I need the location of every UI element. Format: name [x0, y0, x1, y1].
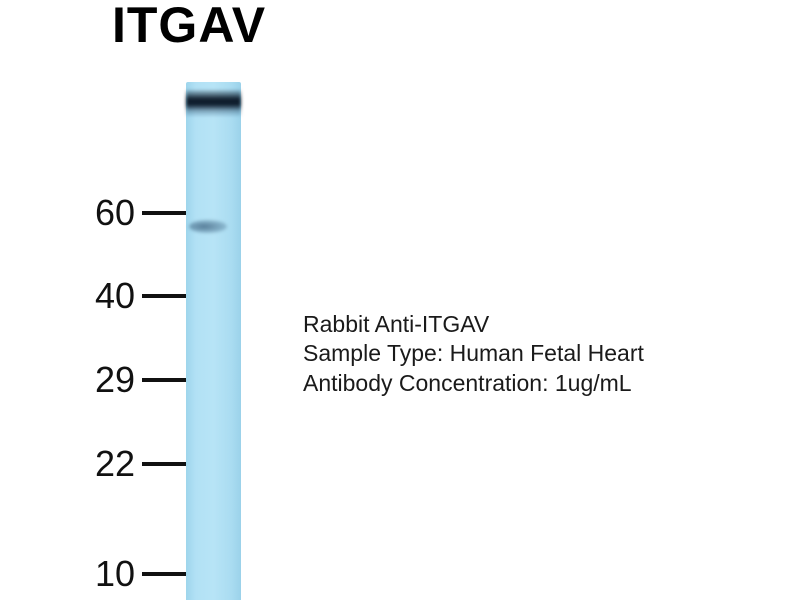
- annotation-block: Rabbit Anti-ITGAV Sample Type: Human Fet…: [303, 310, 727, 398]
- mw-marker-row: 60: [70, 191, 186, 235]
- mw-marker-tick: [142, 378, 186, 382]
- protein-band-near-60kda: [189, 220, 227, 233]
- mw-marker-label: 60: [94, 192, 135, 233]
- protein-band-top: [186, 90, 241, 116]
- sample-type-text: Sample Type: Human Fetal Heart: [303, 340, 644, 367]
- mw-marker-row: 40: [70, 274, 186, 318]
- mw-marker-label: 10: [94, 553, 135, 594]
- mw-marker-row: 10: [70, 552, 186, 596]
- mw-marker-tick: [142, 572, 186, 576]
- antibody-name-text: Rabbit Anti-ITGAV: [303, 311, 490, 337]
- figure-title: ITGAV: [112, 0, 267, 53]
- mw-marker-row: 29: [70, 358, 186, 402]
- mw-marker-tick: [142, 294, 186, 298]
- blot-lane: [186, 82, 241, 600]
- mw-marker-label: 29: [94, 359, 135, 400]
- mw-marker-tick: [142, 462, 186, 466]
- mw-marker-label: 22: [94, 443, 135, 484]
- mw-marker-row: 22: [70, 442, 186, 486]
- antibody-concentration-text: Antibody Concentration: 1ug/mL: [303, 369, 632, 396]
- mw-marker-label: 40: [94, 275, 135, 316]
- mw-marker-tick: [142, 211, 186, 215]
